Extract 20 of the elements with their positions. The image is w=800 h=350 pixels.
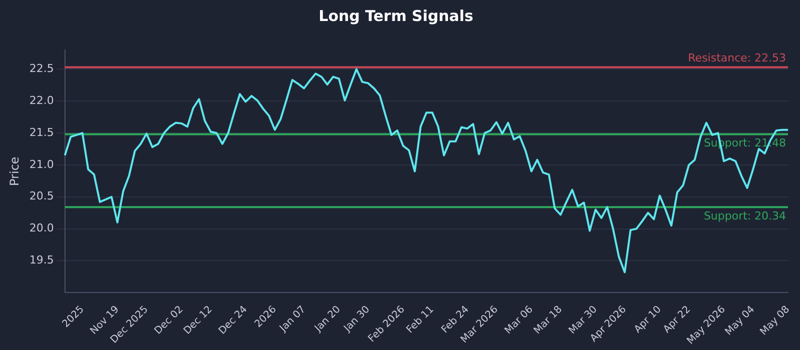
x-tick-label: Dec 24: [216, 304, 250, 337]
ref-line-label: Support: 20.34: [704, 209, 786, 222]
x-tick-label: Feb 11: [404, 304, 436, 336]
chart-title: Long Term Signals: [318, 6, 474, 25]
x-tick-label: Dec 12: [182, 304, 215, 337]
x-tick-label: Apr 22: [662, 304, 693, 336]
x-tick-label: Jan 07: [277, 304, 308, 335]
y-tick-label: 19.5: [29, 254, 54, 267]
y-tick-label: 22.0: [29, 94, 54, 107]
ref-line-label: Resistance: 22.53: [688, 52, 786, 65]
x-tick-label: Mar 18: [532, 304, 565, 336]
x-tick-label: Jan 30: [341, 304, 372, 335]
y-axis-title: Price: [7, 156, 22, 186]
y-tick-label: 22.5: [29, 62, 54, 76]
y-tick-label: 21.0: [29, 158, 54, 171]
y-tick-label: 20.5: [29, 190, 54, 203]
x-tick-label: Jan 20: [312, 304, 343, 335]
y-tick-label: 21.5: [29, 126, 54, 139]
x-tick-label: Apr 10: [632, 304, 664, 336]
y-tick-label: 20.0: [29, 222, 54, 235]
